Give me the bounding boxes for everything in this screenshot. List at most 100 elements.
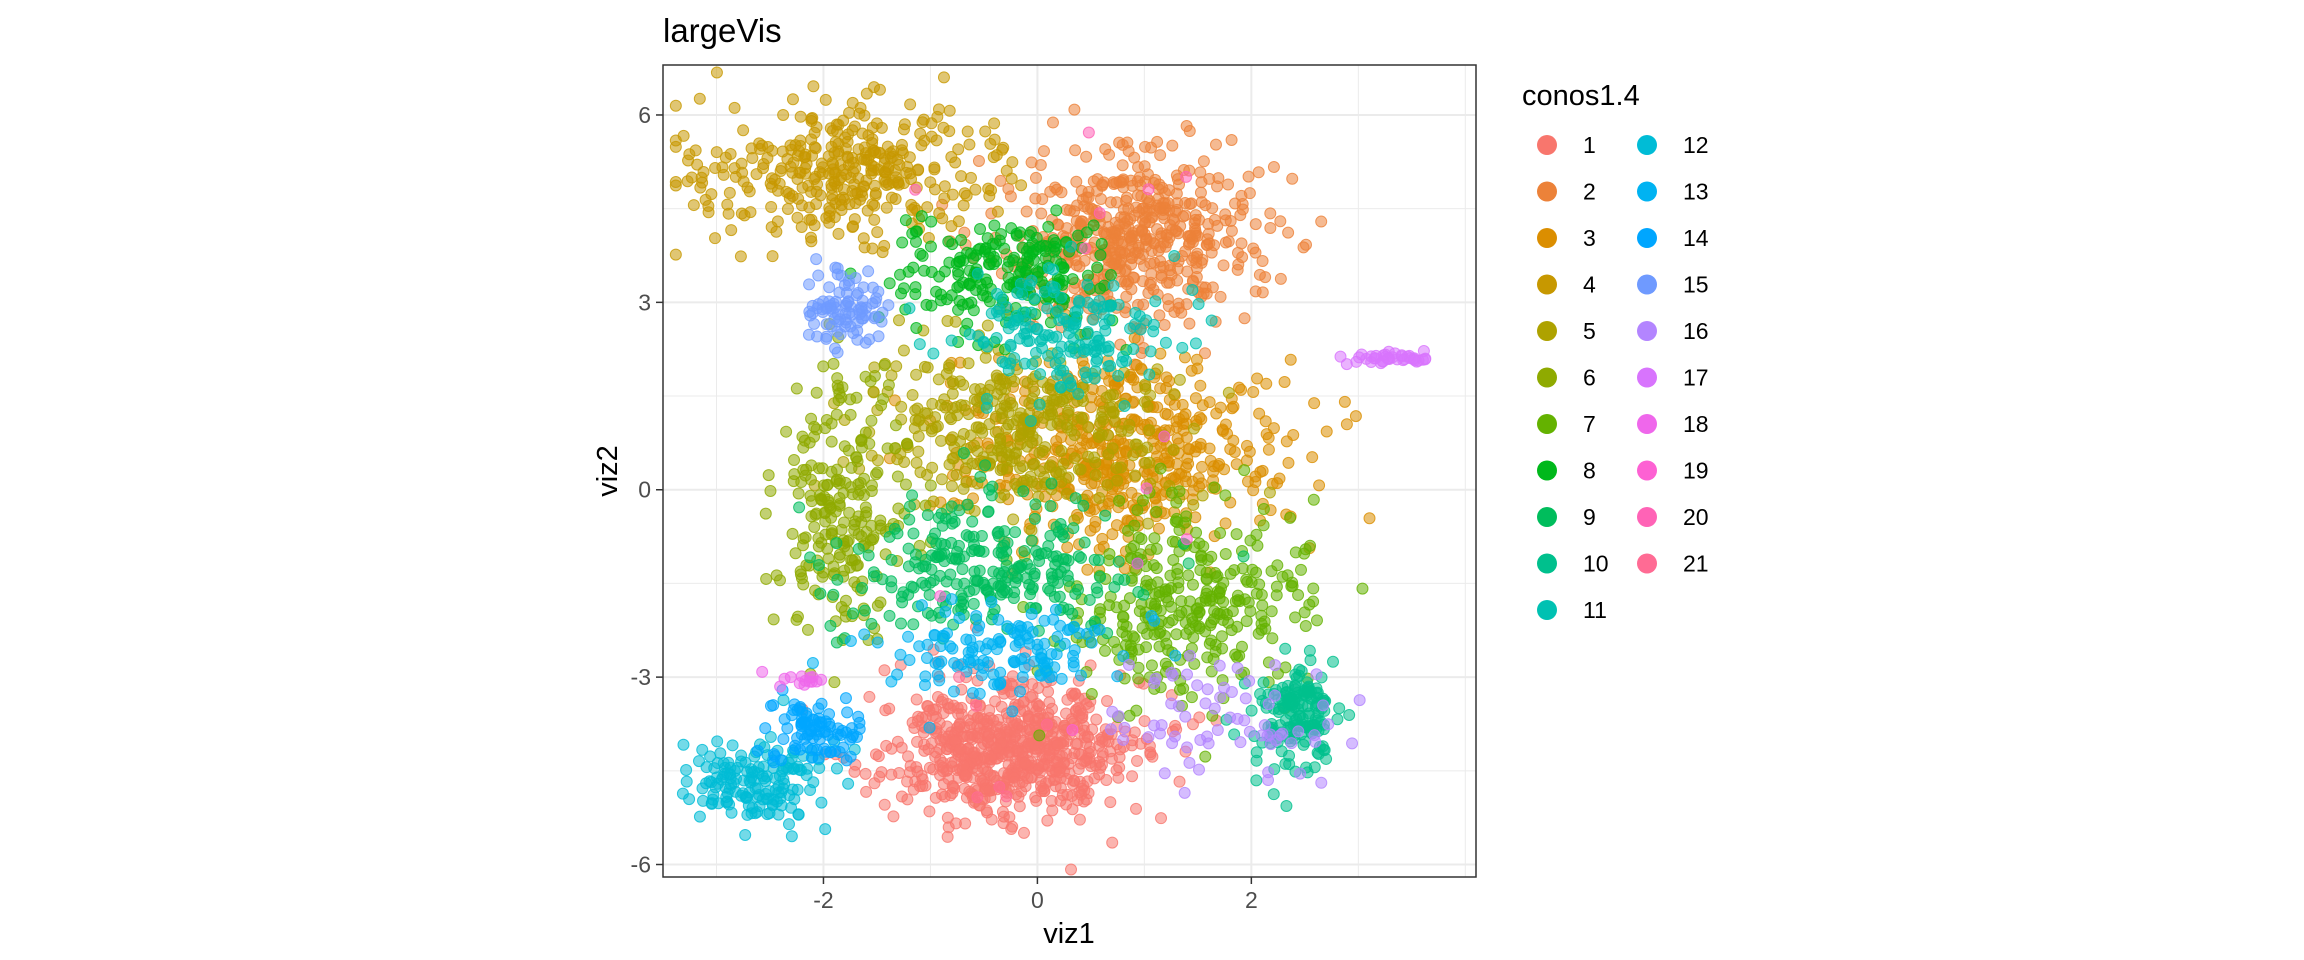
legend-item-8: 8 (1537, 458, 1596, 484)
data-point (883, 609, 896, 622)
data-point (858, 241, 871, 254)
data-point (1167, 553, 1180, 566)
data-point (1196, 281, 1209, 294)
cluster-12-points (676, 694, 861, 843)
data-point (957, 427, 970, 440)
data-point (838, 516, 851, 529)
data-point (1190, 270, 1203, 283)
data-point (844, 408, 857, 421)
data-point (830, 537, 843, 550)
data-point (780, 185, 793, 198)
cluster-16-points (1104, 649, 1366, 799)
data-point (1129, 306, 1142, 319)
data-point (921, 361, 934, 374)
data-point (1062, 574, 1075, 587)
data-point (1116, 238, 1129, 251)
data-point (803, 675, 816, 688)
data-point (912, 445, 925, 458)
data-point (837, 741, 850, 754)
data-point (896, 236, 909, 249)
data-point (963, 138, 976, 151)
data-point (696, 743, 709, 756)
data-point (766, 144, 779, 157)
data-point (1250, 774, 1263, 787)
data-point (808, 219, 821, 232)
data-point (907, 783, 920, 796)
data-point (810, 121, 823, 134)
data-point (1166, 139, 1179, 152)
data-point (1026, 625, 1039, 638)
data-point (1172, 467, 1185, 480)
legend-label: 14 (1683, 225, 1709, 251)
legend-item-3: 3 (1537, 225, 1596, 251)
data-point (823, 281, 836, 294)
data-point (1005, 455, 1018, 468)
data-point (876, 246, 889, 259)
data-point (805, 751, 818, 764)
data-point (1299, 620, 1312, 633)
data-point (803, 305, 816, 318)
data-point (923, 761, 936, 774)
data-point (1104, 359, 1117, 372)
data-point (929, 791, 942, 804)
data-point (781, 203, 794, 216)
data-point (924, 176, 937, 189)
data-point (905, 198, 918, 211)
data-point (1014, 621, 1027, 634)
data-point (764, 730, 777, 743)
data-point (990, 331, 1003, 344)
data-point (1047, 234, 1060, 247)
data-point (836, 724, 849, 737)
data-point (873, 83, 886, 96)
data-point (1274, 215, 1287, 228)
data-point (909, 183, 922, 196)
data-point (891, 470, 904, 483)
data-point (859, 147, 872, 160)
data-point (906, 489, 919, 502)
data-point (1179, 516, 1192, 529)
data-point (775, 162, 788, 175)
data-point (871, 636, 884, 649)
data-point (1118, 264, 1131, 277)
data-point (875, 399, 888, 412)
data-point (788, 468, 801, 481)
data-point (1260, 377, 1273, 390)
data-point (1160, 229, 1173, 242)
data-point (891, 527, 904, 540)
data-point (681, 175, 694, 188)
data-point (833, 286, 846, 299)
data-point (990, 255, 1003, 268)
data-point (1165, 600, 1178, 613)
data-point (1252, 166, 1265, 179)
data-point (927, 347, 940, 360)
data-point (1102, 344, 1115, 357)
data-point (847, 607, 860, 620)
data-point (939, 605, 952, 618)
data-point (1045, 670, 1058, 683)
data-point (1017, 485, 1030, 498)
data-point (1302, 680, 1315, 693)
data-point (1161, 293, 1174, 306)
data-point (1155, 719, 1168, 732)
data-point (1053, 590, 1066, 603)
data-point (1151, 223, 1164, 236)
data-point (891, 668, 904, 681)
data-point (1284, 511, 1297, 524)
data-point (1081, 325, 1094, 338)
data-point (897, 123, 910, 136)
data-point (791, 704, 804, 717)
data-point (964, 171, 977, 184)
data-point (1107, 407, 1120, 420)
data-point (1315, 776, 1328, 789)
data-point (1199, 347, 1212, 360)
data-point (1205, 665, 1218, 678)
data-point (815, 796, 828, 809)
data-point (805, 510, 818, 523)
data-point (828, 676, 841, 689)
data-point (875, 315, 888, 328)
data-point (1087, 313, 1100, 326)
data-point (941, 811, 954, 824)
data-point (968, 393, 981, 406)
data-point (914, 247, 927, 260)
